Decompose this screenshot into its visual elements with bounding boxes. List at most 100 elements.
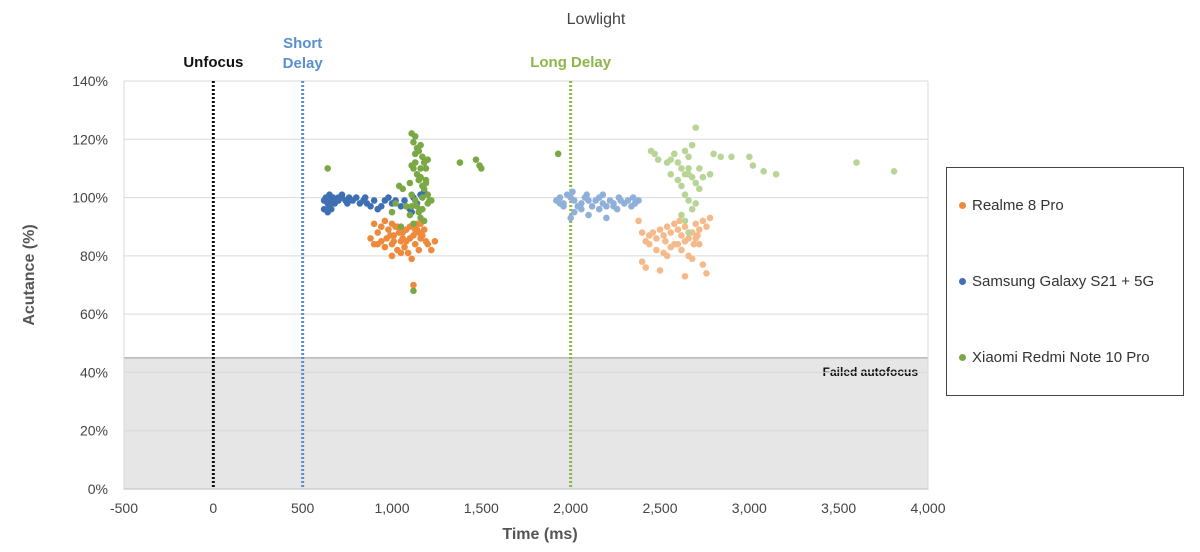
- faded-series-point-2: [670, 150, 678, 158]
- faded-series-point-2: [696, 185, 703, 193]
- marker-label-0: Unfocus: [183, 54, 243, 71]
- legend-dot-samsung: [959, 278, 966, 285]
- series-point-2: [419, 194, 426, 201]
- series-point-2: [424, 191, 432, 198]
- faded-series-point-2: [692, 200, 700, 207]
- y-tick-label: 20%: [80, 423, 108, 439]
- faded-series-point-0: [681, 237, 689, 245]
- series-point-0: [377, 223, 385, 231]
- faded-series-point-1: [615, 194, 623, 201]
- series-point-0: [374, 240, 382, 248]
- x-tick-label: 1,000: [374, 500, 409, 516]
- faded-series-point-1: [585, 197, 592, 204]
- faded-series-point-2: [678, 211, 685, 219]
- faded-series-point-0: [685, 252, 692, 260]
- series-point-2: [388, 208, 396, 216]
- faded-series-point-2: [746, 153, 753, 161]
- series-point-0: [370, 220, 378, 228]
- series-point-0: [397, 237, 405, 245]
- series-point-2: [422, 179, 430, 187]
- series-point-1: [377, 203, 385, 210]
- series-point-2: [413, 203, 421, 210]
- series-point-2: [472, 156, 480, 163]
- y-tick-label: 40%: [80, 364, 108, 380]
- series-point-2: [417, 141, 424, 149]
- series-point-2: [408, 162, 415, 169]
- series-point-0: [415, 246, 423, 254]
- series-point-0: [401, 243, 408, 251]
- faded-series-point-1: [583, 191, 591, 198]
- faded-series-point-1: [588, 203, 596, 210]
- faded-series-point-0: [649, 229, 657, 236]
- faded-series-point-1: [570, 208, 578, 216]
- faded-series-point-2: [667, 156, 675, 163]
- faded-series-point-0: [696, 240, 703, 248]
- faded-series-point-0: [706, 214, 714, 222]
- series-point-0: [397, 249, 405, 257]
- faded-series-point-1: [624, 197, 632, 204]
- series-point-0: [431, 237, 439, 245]
- x-tick-label: 500: [291, 500, 315, 516]
- faded-series-point-2: [692, 179, 700, 187]
- faded-series-point-1: [635, 197, 642, 204]
- faded-series-point-0: [676, 217, 683, 225]
- series-point-0: [367, 235, 374, 242]
- faded-series-point-0: [635, 217, 642, 225]
- series-point-1: [361, 194, 369, 201]
- faded-series-point-2: [678, 182, 685, 190]
- legend-item-xiaomi: Xiaomi Redmi Note 10 Pro: [959, 349, 1150, 366]
- x-tick-label: 3,000: [732, 500, 767, 516]
- gridlines: [123, 80, 929, 489]
- series-point-0: [390, 237, 398, 245]
- faded-series-point-0: [660, 249, 667, 257]
- faded-series-point-1: [610, 203, 617, 210]
- series-point-2: [417, 173, 424, 181]
- series-point-0: [383, 235, 390, 242]
- x-axis-title: Time (ms): [502, 526, 577, 543]
- faded-series-point-2: [685, 229, 692, 236]
- faded-series-point-2: [710, 150, 717, 158]
- marker-label-1: Short Delay: [283, 35, 324, 72]
- x-tick-label: 1,500: [464, 500, 499, 516]
- faded-series-point-2: [692, 124, 700, 131]
- y-tick-label: 140%: [72, 73, 108, 89]
- faded-series-point-1: [567, 214, 574, 222]
- series-point-1: [326, 191, 333, 198]
- faded-series-point-2: [717, 153, 725, 161]
- faded-series-point-0: [660, 232, 667, 239]
- series-point-0: [411, 226, 419, 233]
- faded-series-point-0: [699, 217, 707, 225]
- series-point-2: [395, 182, 403, 190]
- faded-series-point-2: [749, 162, 757, 169]
- series-point-0: [406, 235, 414, 242]
- series-point-1: [397, 203, 405, 210]
- series-point-2: [402, 203, 410, 210]
- y-tick-label: 120%: [72, 131, 108, 147]
- faded-series-point-0: [656, 226, 664, 233]
- series-point-0: [410, 281, 417, 289]
- series-point-1: [338, 191, 346, 198]
- series-point-2: [392, 200, 399, 207]
- faded-series-point-1: [603, 214, 610, 222]
- series-point-2: [408, 203, 415, 210]
- faded-series-point-2: [688, 205, 696, 213]
- series-point-0: [420, 226, 428, 233]
- faded-series-point-0: [678, 246, 685, 254]
- faded-series-point-2: [674, 159, 682, 166]
- series-point-2: [420, 185, 428, 193]
- series-point-0: [399, 229, 407, 236]
- series-point-2: [411, 197, 419, 204]
- series-point-2: [411, 133, 419, 140]
- series-point-2: [397, 223, 405, 231]
- series-point-2: [420, 217, 428, 225]
- faded-series-point-0: [642, 264, 650, 271]
- series-point-0: [381, 217, 389, 225]
- axes: 0% 20% 40% 60% 80% 100% 120% 140% -500 0 500 1,000 1…: [72, 73, 946, 516]
- faded-series-point-0: [674, 226, 682, 233]
- faded-series-point-0: [638, 258, 646, 265]
- faded-series-point-1: [595, 205, 603, 213]
- legend-label-xiaomi: Xiaomi Redmi Note 10 Pro: [972, 349, 1150, 366]
- delay-markers: Unfocus Short Delay Long Delay: [183, 35, 612, 489]
- faded-series-point-0: [678, 232, 685, 239]
- series-point-0: [381, 243, 389, 251]
